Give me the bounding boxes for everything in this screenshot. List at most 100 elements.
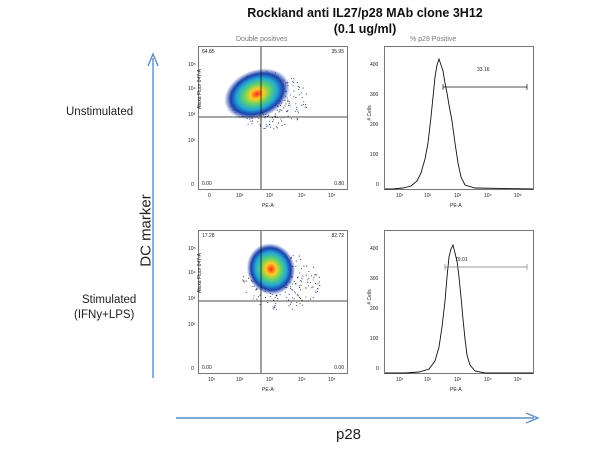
scatter-point bbox=[243, 281, 245, 283]
dotplot-stimulated: 17.28 82.72 0.00 0.00 bbox=[198, 230, 348, 374]
scatter-point bbox=[255, 289, 257, 291]
scatter-point bbox=[297, 277, 299, 279]
histogram-stim-svg bbox=[385, 243, 533, 374]
scatter-point bbox=[298, 272, 301, 274]
scatter-point bbox=[274, 296, 276, 299]
scatter-point bbox=[315, 282, 317, 284]
scatter-point bbox=[302, 304, 304, 306]
scatter-point bbox=[296, 119, 298, 121]
scatter-point bbox=[315, 292, 317, 294]
scatter-point bbox=[264, 127, 266, 130]
scatter-point bbox=[256, 298, 258, 300]
scatter-point bbox=[285, 103, 287, 105]
scatter-point bbox=[298, 285, 300, 287]
xtick-unstim-dot-3: 10³ bbox=[266, 193, 274, 199]
scatter-point bbox=[272, 308, 274, 310]
scatter-point bbox=[300, 279, 302, 282]
density-cloud-unstim bbox=[224, 68, 290, 120]
scatter-point bbox=[305, 104, 307, 106]
scatter-point bbox=[281, 120, 283, 122]
scatter-point bbox=[280, 118, 282, 120]
xtick-stim-hist-1: 10¹ bbox=[396, 377, 404, 383]
ytick-stim-dot-4: 10² bbox=[188, 322, 196, 328]
xlabel-unstim-dot: PE-A bbox=[262, 203, 274, 209]
scatter-point bbox=[286, 110, 288, 112]
scatter-point bbox=[308, 285, 310, 287]
histogram-curve-stim bbox=[385, 243, 533, 374]
figure-title-line2: (0.1 ug/ml) bbox=[333, 22, 397, 36]
scatter-point bbox=[291, 308, 293, 310]
ytick-stim-hist-2: 300 bbox=[370, 276, 379, 282]
scatter-point bbox=[293, 78, 295, 80]
scatter-point bbox=[273, 299, 275, 301]
scatter-point bbox=[287, 99, 289, 101]
scatter-point bbox=[265, 124, 267, 126]
scatter-point bbox=[300, 268, 302, 270]
scatter-point bbox=[293, 298, 295, 300]
scatter-point bbox=[292, 85, 294, 87]
ytick-unstim-hist-5: 0 bbox=[376, 182, 379, 188]
scatter-point bbox=[301, 104, 303, 106]
scatter-point bbox=[303, 101, 305, 103]
scatter-point bbox=[263, 127, 265, 130]
xtick-stim-dot-2: 10² bbox=[236, 377, 244, 383]
scatter-point bbox=[296, 107, 298, 109]
scatter-point bbox=[305, 93, 307, 95]
x-arrow-head bbox=[525, 412, 540, 424]
scatter-point bbox=[267, 302, 269, 304]
scatter-point bbox=[294, 292, 296, 294]
scatter-point bbox=[299, 297, 301, 299]
scatter-point bbox=[274, 115, 276, 117]
scatter-point bbox=[259, 303, 261, 306]
scatter-point bbox=[294, 110, 296, 112]
scatter-point bbox=[298, 88, 300, 90]
scatter-point bbox=[301, 278, 303, 280]
scatter-point bbox=[269, 124, 271, 126]
scatter-point bbox=[253, 295, 255, 297]
scatter-point bbox=[284, 105, 286, 107]
xtick-stim-hist-4: 10⁴ bbox=[484, 377, 492, 383]
ylabel-unstim-dot: Alexa Fluor 647-A bbox=[197, 68, 203, 110]
scatter-point bbox=[266, 115, 268, 117]
scatter-point bbox=[299, 286, 301, 289]
ytick-unstim-hist-1: 400 bbox=[370, 62, 379, 68]
scatter-point bbox=[317, 288, 319, 290]
scatter-point bbox=[313, 276, 315, 278]
scatter-point bbox=[296, 82, 298, 84]
scatter-point bbox=[302, 87, 304, 89]
scatter-point bbox=[318, 276, 320, 278]
ytick-stim-dot-3: 10³ bbox=[188, 296, 196, 302]
scatter-point bbox=[295, 103, 297, 105]
scatter-point bbox=[295, 260, 297, 262]
scatter-point bbox=[265, 126, 267, 128]
xlabel-stim-hist: PE-A bbox=[450, 387, 462, 393]
scatter-point bbox=[257, 296, 259, 298]
scatter-point bbox=[287, 299, 289, 301]
ytick-stim-dot-5: 0 bbox=[191, 366, 194, 372]
ylabel-stim-dot: Alexa Fluor 647-A bbox=[197, 252, 203, 294]
scatter-point bbox=[287, 109, 289, 111]
scatter-point bbox=[292, 81, 294, 83]
scatter-point bbox=[298, 86, 300, 88]
scatter-point bbox=[276, 127, 278, 129]
scatter-point bbox=[284, 291, 286, 293]
scatter-point bbox=[297, 295, 299, 297]
scatter-point bbox=[305, 274, 307, 276]
ytick-unstim-hist-4: 100 bbox=[370, 152, 379, 158]
scatter-point bbox=[259, 124, 261, 126]
ytick-unstim-hist-3: 200 bbox=[370, 122, 379, 128]
quadrant-ul-unstim: 64.85 bbox=[202, 49, 215, 55]
scatter-point bbox=[250, 120, 252, 122]
scatter-point bbox=[243, 276, 245, 278]
xtick-stim-hist-3: 10³ bbox=[454, 377, 462, 383]
scatter-point bbox=[314, 273, 316, 275]
xlabel-stim-dot: PE-A bbox=[262, 387, 274, 393]
scatter-point bbox=[304, 106, 306, 108]
scatter-point bbox=[276, 294, 278, 296]
scatter-point bbox=[278, 122, 280, 124]
scatter-point bbox=[302, 275, 304, 277]
quadrant-ul-stim: 17.28 bbox=[202, 233, 215, 239]
ytick-unstim-hist-2: 300 bbox=[370, 92, 379, 98]
big-y-axis-label: DC marker bbox=[137, 194, 155, 267]
histogram-unstimulated: 33.16 bbox=[384, 46, 534, 190]
